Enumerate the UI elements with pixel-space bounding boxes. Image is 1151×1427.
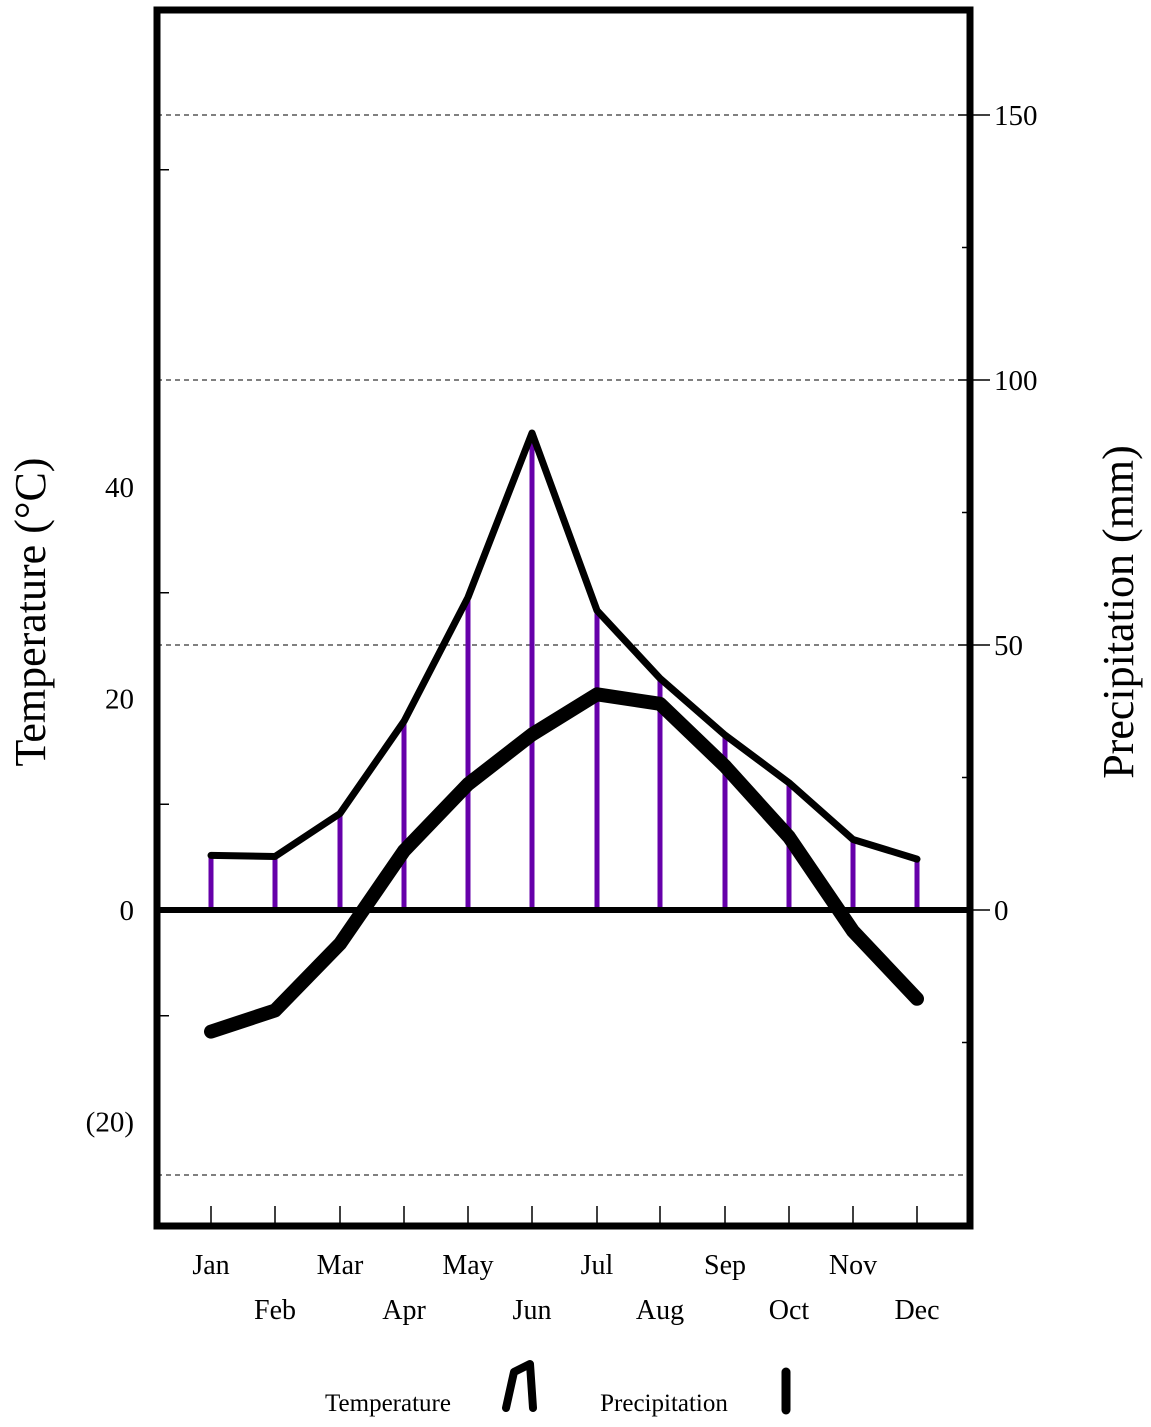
month-label: Dec [894, 1295, 939, 1326]
month-labels: Jan Feb Mar Apr May Jun Jul Aug Sep Oct Nov Dec [192, 1250, 939, 1326]
left-tick-label: 0 [120, 895, 135, 927]
right-axis-tick-labels: 0 50 100 150 [958, 100, 1038, 927]
month-label: Sep [704, 1250, 746, 1281]
left-axis-title: Temperature (°C) [6, 458, 55, 767]
month-label: Jul [581, 1250, 614, 1281]
month-label: Mar [317, 1250, 364, 1281]
plot-frame [153, 6, 974, 1230]
month-label: Nov [829, 1250, 877, 1281]
month-label: Feb [254, 1295, 296, 1326]
month-label: May [442, 1250, 493, 1281]
temperature-line [204, 687, 924, 1039]
precipitation-outline [207, 429, 921, 863]
legend: Temperature Precipitation [325, 1360, 791, 1417]
right-tick-label: 150 [994, 100, 1038, 132]
month-label: Jun [513, 1295, 552, 1326]
month-label: Oct [769, 1295, 810, 1326]
legend-precipitation-label: Precipitation [600, 1390, 728, 1417]
legend-temperature-swatch [502, 1360, 537, 1412]
month-label: Apr [382, 1295, 426, 1326]
left-tick-label: 20 [105, 684, 134, 716]
left-tick-label: 40 [105, 472, 134, 504]
precipitation-bars [208, 433, 920, 910]
right-axis-title: Precipitation (mm) [1094, 445, 1143, 779]
left-axis-tick-labels: (20) 0 20 40 [86, 472, 134, 1139]
month-label: Jan [192, 1250, 229, 1281]
legend-temperature-label: Temperature [325, 1390, 451, 1417]
right-tick-label: 100 [994, 365, 1038, 397]
left-tick-label: (20) [86, 1107, 134, 1139]
right-tick-label: 50 [994, 630, 1023, 662]
month-label: Aug [636, 1295, 684, 1326]
right-tick-label: 0 [994, 895, 1009, 927]
gridlines [157, 114, 970, 1176]
